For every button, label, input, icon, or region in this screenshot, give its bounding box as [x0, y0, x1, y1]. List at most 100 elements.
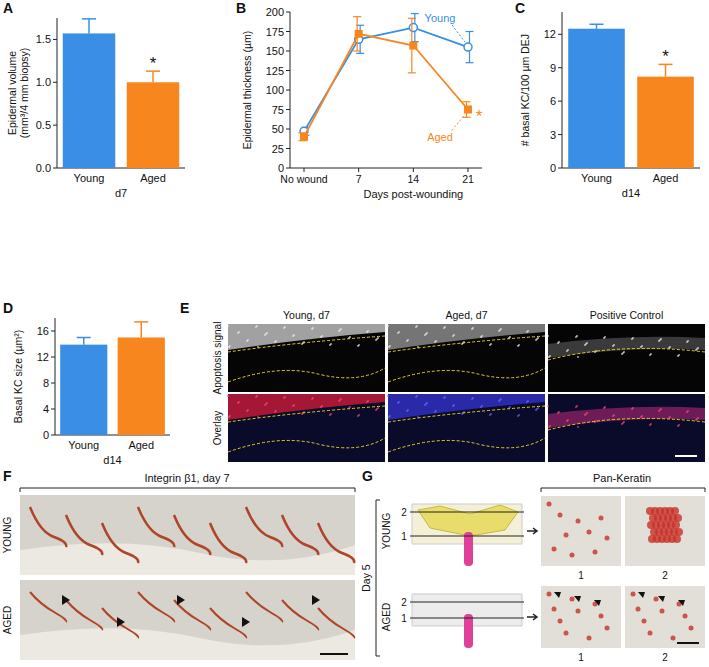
column-header: Positive Control [590, 309, 664, 321]
speckle [498, 400, 500, 402]
x-axis-label: Days post-wounding [363, 188, 463, 200]
stain [636, 607, 641, 612]
stain [654, 514, 662, 522]
series-label: Aged [427, 131, 453, 143]
marker [464, 43, 472, 51]
speckle [265, 403, 267, 405]
speckle [434, 411, 436, 413]
image-bg [228, 394, 385, 462]
significance-star: * [476, 107, 483, 126]
x-tick-label: Young [581, 172, 612, 184]
y-tick-label: 12 [37, 351, 49, 363]
speckle [641, 345, 643, 347]
speckle [349, 406, 351, 408]
speckle [228, 416, 230, 418]
y-tick [51, 357, 55, 358]
series-line [304, 34, 468, 137]
stain [663, 535, 671, 543]
speckle [367, 400, 369, 402]
stain [552, 547, 557, 552]
speckle [500, 328, 502, 330]
speckle [424, 404, 426, 406]
speckle [697, 417, 699, 419]
y-tick [558, 101, 562, 102]
significance-star: * [662, 47, 669, 66]
speckle [669, 416, 671, 418]
speckle [266, 332, 268, 334]
stain [558, 513, 563, 518]
speckle [697, 347, 699, 349]
x-axis-label: d14 [622, 187, 640, 199]
speckle [292, 335, 294, 337]
row-label: Apoptosis signal [212, 322, 223, 395]
boundary-line [548, 418, 705, 430]
speckle [575, 336, 577, 338]
speckle [312, 397, 314, 399]
speckle [264, 334, 266, 336]
speckle [695, 419, 697, 421]
speckle [658, 340, 660, 342]
stain [102, 523, 138, 563]
tissue-band [388, 324, 545, 350]
speckle [247, 409, 249, 411]
x-tick-label: Aged [140, 172, 166, 184]
panel-letter: B [236, 0, 246, 16]
speckle [537, 407, 539, 409]
error-cap [463, 101, 471, 102]
y-tick-label: 125 [266, 65, 284, 77]
section-plane [410, 618, 524, 619]
arrowhead [117, 617, 125, 627]
y-tick-label: 175 [266, 26, 284, 38]
speckle [585, 413, 587, 415]
speckle [489, 344, 491, 346]
panel-letter: A [3, 0, 13, 16]
speckle [366, 331, 368, 333]
speckle [387, 325, 389, 327]
speckle [339, 399, 341, 401]
bar [568, 29, 625, 168]
speckle [603, 337, 605, 339]
stain [660, 609, 665, 614]
speckle [398, 331, 400, 333]
speckle [444, 326, 446, 328]
speckle [557, 412, 559, 414]
arrowhead [678, 600, 685, 606]
panel-letter: F [3, 468, 12, 484]
speckle [377, 407, 379, 409]
speckle [585, 343, 587, 345]
speckle [481, 335, 483, 337]
micrograph [20, 580, 355, 660]
image-label: 1 [578, 570, 584, 581]
y-tick [286, 129, 290, 130]
speckle [490, 343, 492, 345]
stain [174, 515, 210, 555]
speckle [425, 403, 427, 405]
arrowhead [594, 600, 601, 606]
speckle [265, 333, 267, 335]
boundary-line [548, 348, 705, 360]
speckle [549, 355, 551, 357]
image-label: 1 [578, 652, 584, 663]
error-cap [463, 117, 471, 118]
stain [30, 592, 66, 622]
image-label: 2 [662, 652, 668, 663]
image-label: 2 [662, 570, 668, 581]
bar [60, 345, 107, 435]
column-header: Aged, d7 [445, 309, 487, 321]
speckle [293, 404, 295, 406]
speckle [595, 420, 597, 422]
x-tick [304, 168, 305, 172]
speckle [649, 354, 651, 356]
speckle [366, 401, 368, 403]
speckle [586, 412, 588, 414]
error-cap [466, 62, 474, 63]
stain [282, 515, 318, 555]
panel-title: Integrin β1, day 7 [144, 472, 229, 484]
stain [174, 600, 210, 630]
error-cap [411, 13, 419, 14]
stain [564, 533, 569, 538]
speckle [526, 401, 528, 403]
boundary-line [388, 406, 545, 422]
arrow [527, 614, 537, 620]
error-cap [77, 337, 91, 339]
